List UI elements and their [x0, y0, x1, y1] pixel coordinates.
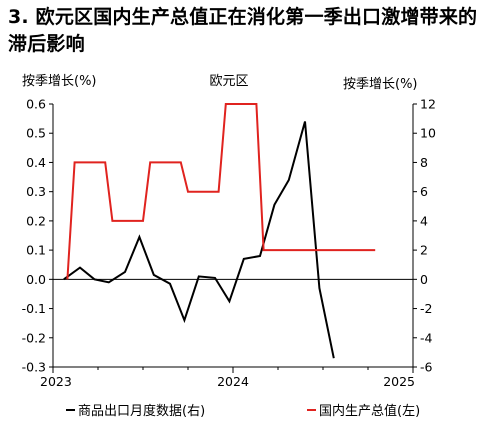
x-tick-label: 2024 — [217, 374, 249, 389]
x-axis-ticks: 2023 2024 2025 — [40, 367, 415, 389]
axes — [52, 104, 414, 368]
right-tick-label: 4 — [420, 213, 428, 228]
left-tick-label: 0.3 — [26, 184, 46, 199]
chart-title: 3. 欧元区国内生产总值正在消化第一季出口激增带来的滞后影响 — [8, 6, 478, 55]
right-tick-label: 12 — [420, 97, 436, 112]
right-tick-label: -4 — [420, 330, 433, 345]
left-axis-label: 按季增长(%) — [22, 74, 97, 89]
left-tick-label: 0.1 — [26, 243, 46, 258]
left-tick-label: 0.5 — [26, 126, 46, 141]
x-tick-label: 2025 — [383, 374, 415, 389]
left-tick-label: 0.4 — [26, 155, 46, 170]
series-line-gdp — [66, 103, 376, 280]
left-tick-label: 0.2 — [26, 213, 46, 228]
left-tick-label: -0.1 — [22, 301, 46, 316]
right-tick-label: 8 — [420, 155, 428, 170]
right-tick-label: 0 — [420, 272, 428, 287]
left-axis-ticks: 0.6 0.5 0.4 0.3 0.2 0.1 0.0 -0.1 -0.2 -0.3 — [22, 97, 53, 375]
left-tick-label: -0.2 — [22, 330, 46, 345]
legend-label-exports: 商品出口月度数据(右) — [78, 403, 205, 419]
left-tick-label: 0.0 — [26, 272, 46, 287]
left-tick-label: 0.6 — [26, 97, 46, 112]
legend: 商品出口月度数据(右) 国内生产总值(左) — [66, 403, 420, 419]
right-tick-label: 10 — [420, 126, 436, 141]
left-tick-label: -0.3 — [22, 360, 46, 375]
right-axis-ticks: 12 10 8 6 4 2 0 -2 -4 -6 — [413, 97, 436, 375]
right-tick-label: 2 — [420, 243, 428, 258]
right-axis-label: 按季增长(%) — [343, 77, 418, 92]
series-line-exports — [63, 121, 335, 359]
right-tick-label: 6 — [420, 184, 428, 199]
x-tick-label: 2023 — [40, 374, 72, 389]
chart-subtitle: 欧元区 — [209, 74, 248, 89]
right-tick-label: -6 — [420, 360, 433, 375]
legend-label-gdp: 国内生产总值(左) — [319, 403, 420, 419]
right-tick-label: -2 — [420, 301, 432, 316]
series-layer — [63, 103, 376, 359]
